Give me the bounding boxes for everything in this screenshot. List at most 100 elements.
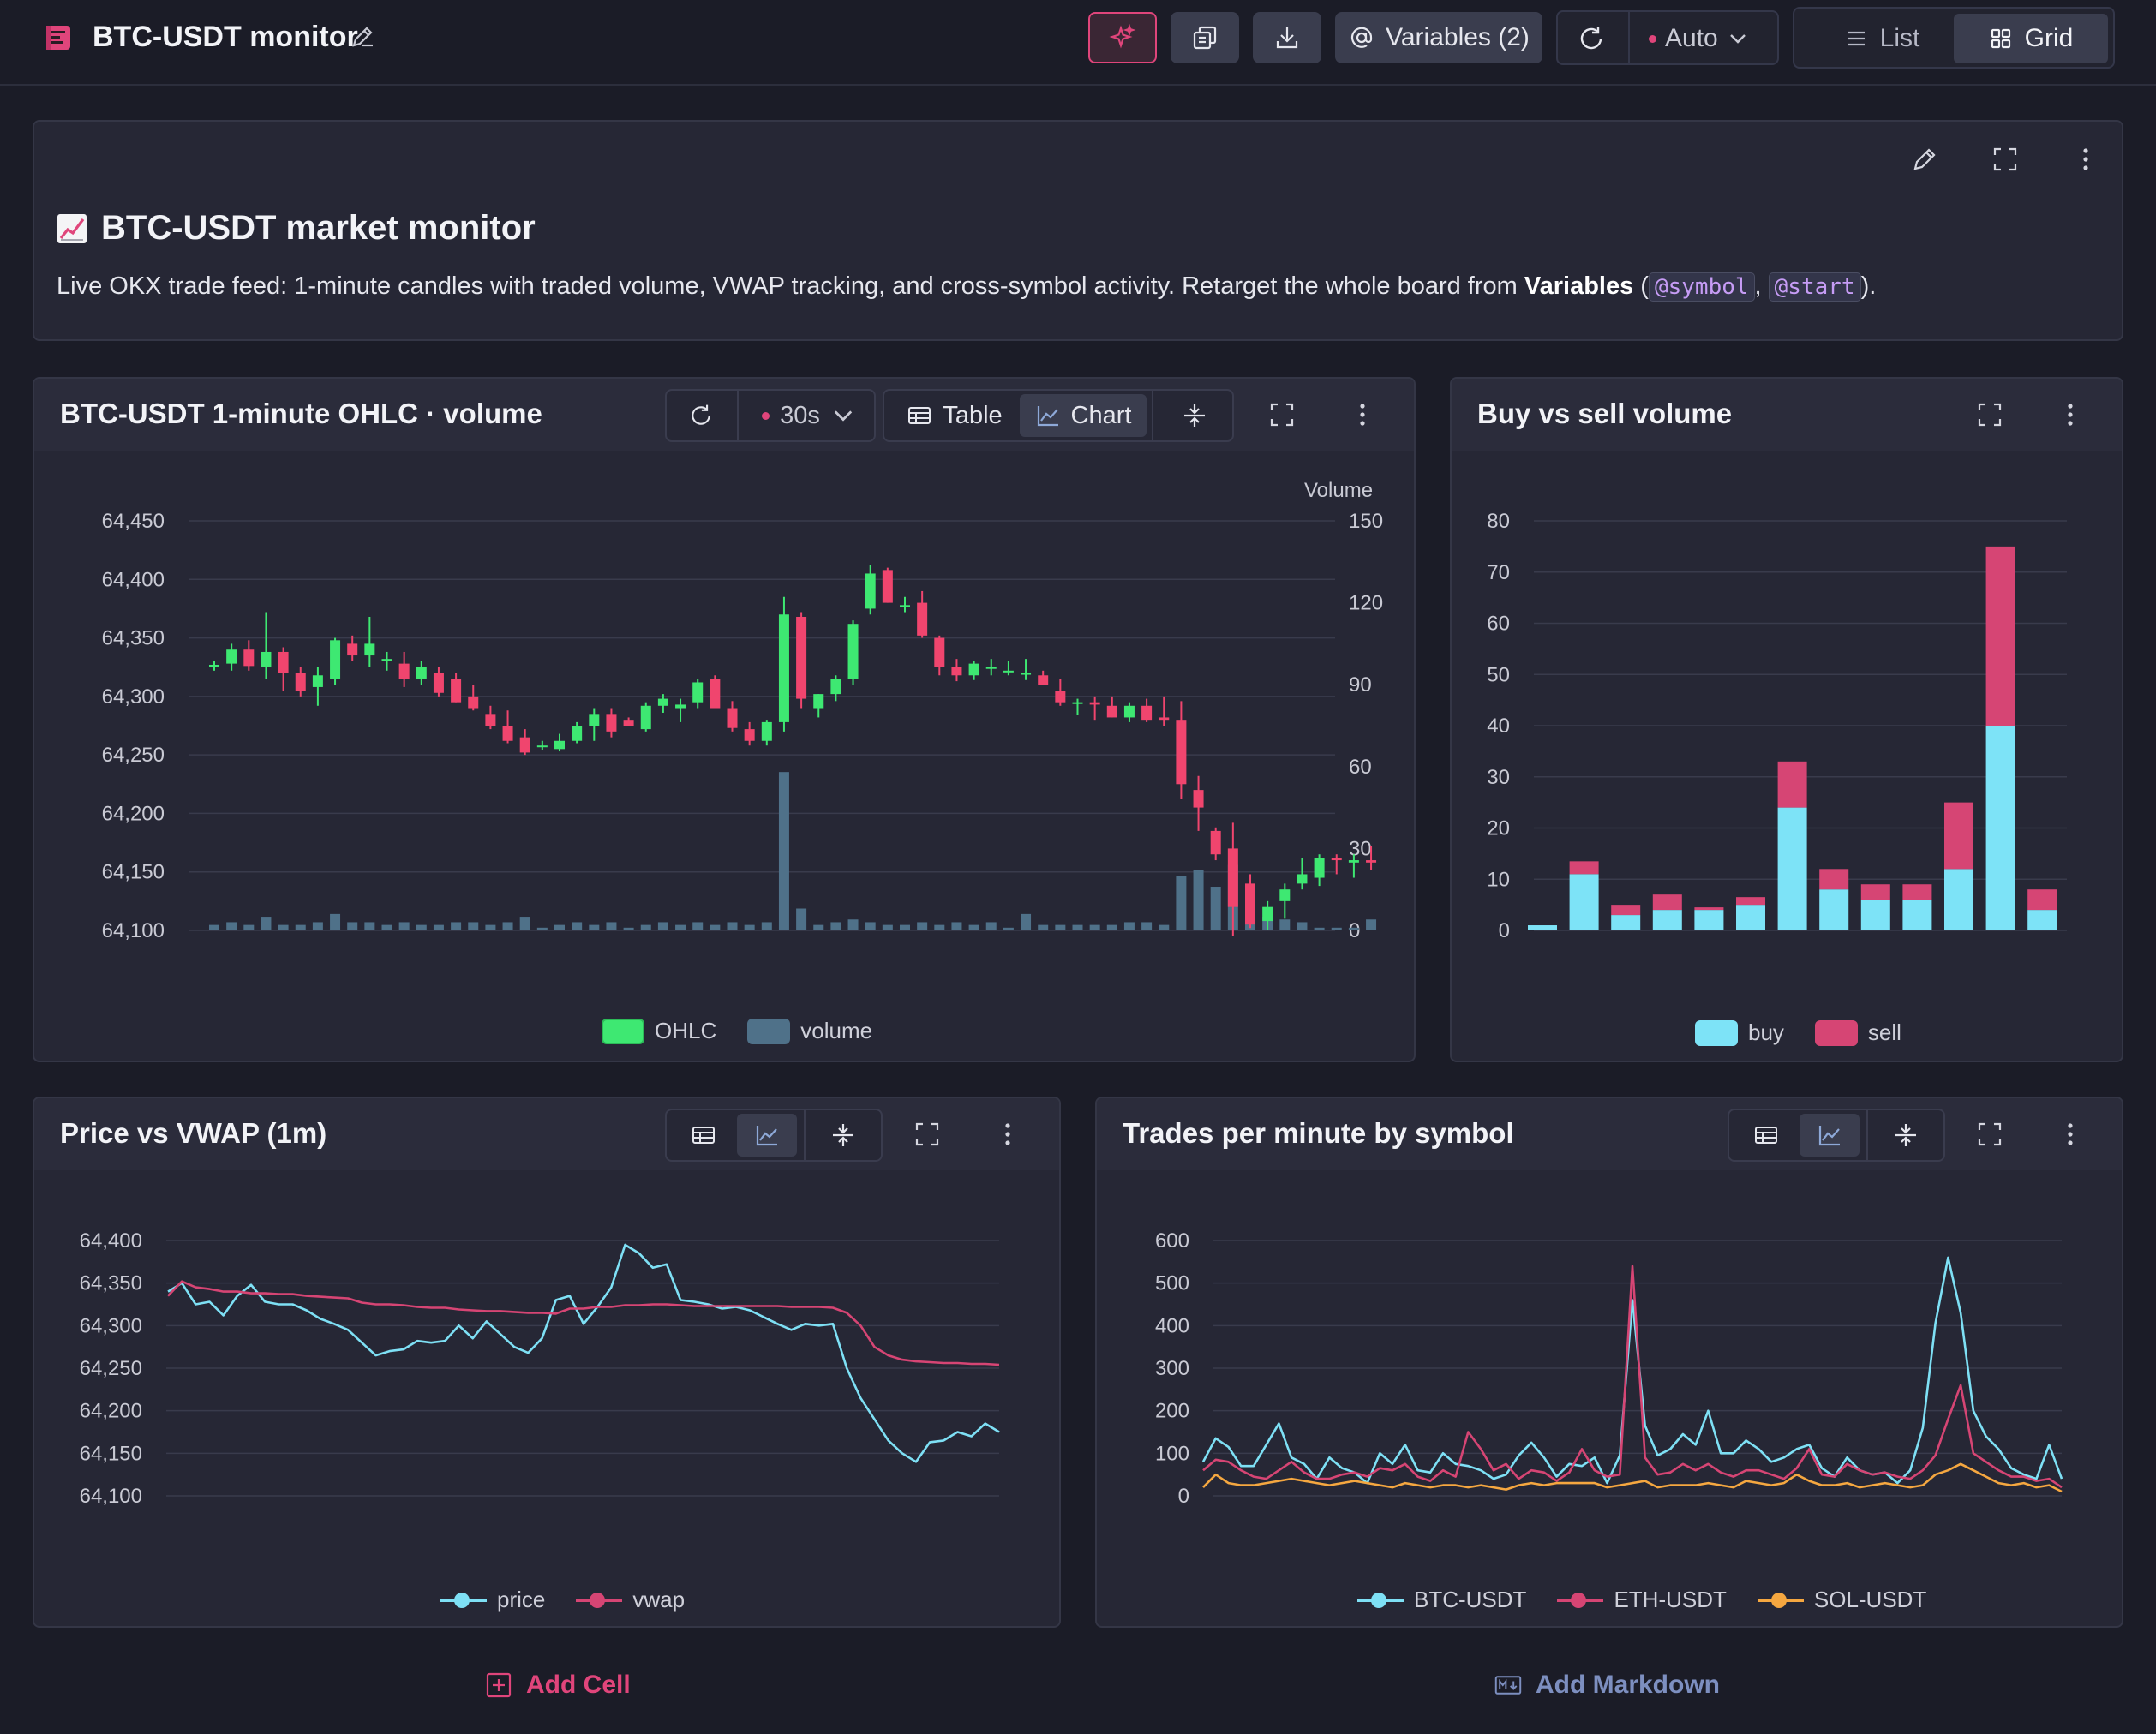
volume-bar [1314, 927, 1325, 930]
legend-item-eth[interactable]: ETH-USDT [1557, 1587, 1727, 1613]
candle-body [1072, 702, 1083, 704]
candle-body [882, 570, 893, 603]
cell-title[interactable]: Trades per minute by symbol [1123, 1117, 1514, 1149]
volume-bar [968, 924, 979, 930]
volume-bar [330, 913, 341, 930]
live-dot [1649, 34, 1656, 43]
cell-menu-button[interactable] [991, 1117, 1025, 1151]
edit-title-icon[interactable] [350, 24, 375, 50]
chevron-down-icon [1729, 34, 1746, 44]
fullscreen-button[interactable] [1973, 1117, 2007, 1151]
cell-menu-button[interactable] [2053, 1117, 2087, 1151]
grid-view-button[interactable]: Grid [1954, 14, 2108, 63]
candle-body [1089, 702, 1100, 705]
auto-refresh-select[interactable]: Auto [1649, 24, 1749, 53]
buy-bar [1694, 910, 1724, 930]
cell-title[interactable]: Price vs VWAP (1m) [60, 1117, 327, 1149]
duplicate-button[interactable] [1171, 12, 1239, 63]
y-tick-label: 100 [1155, 1442, 1189, 1465]
candle-body [1021, 673, 1032, 675]
candle-body [451, 679, 462, 703]
add-cell-button[interactable]: Add Cell [485, 1671, 631, 1700]
chevron-down-icon [834, 410, 853, 422]
refresh-cell-button[interactable] [670, 394, 732, 437]
ohlc-chart[interactable]: 64,100 64,150 64,200 64,250 64,300 64,350 64,4… [34, 451, 1416, 965]
markdown-title: BTC-USDT market monitor [101, 209, 536, 247]
candle-body [1279, 889, 1291, 901]
candle-body [744, 729, 755, 741]
refresh-interval-select[interactable]: 30s [746, 394, 872, 437]
table-view-button[interactable]: Table [891, 394, 1018, 437]
fullscreen-button[interactable] [1988, 142, 2022, 176]
cell-header [1452, 379, 2122, 451]
chart-view-button[interactable] [1800, 1114, 1860, 1157]
volume-bar [364, 922, 375, 930]
legend-item-buy[interactable]: buy [1695, 1019, 1784, 1046]
buy-swatch [1695, 1019, 1738, 1046]
price-swatch [440, 1592, 487, 1609]
divider [804, 1110, 806, 1160]
variables-label: Variables (2) [1386, 23, 1530, 51]
dashboard-title[interactable]: BTC-USDT monitor [93, 21, 358, 53]
volume-bar [900, 924, 910, 930]
variables-button[interactable]: Variables (2) [1335, 12, 1542, 63]
volume-bar [934, 924, 945, 930]
candle-body [1176, 720, 1187, 785]
legend-item-volume[interactable]: volume [747, 1018, 872, 1044]
sol-swatch [1757, 1592, 1804, 1609]
y-tick-label: 64,350 [102, 627, 165, 650]
expand-icon [1993, 147, 2017, 171]
candle-body [589, 714, 600, 726]
add-markdown-button[interactable]: Add Markdown [1494, 1671, 1720, 1700]
cell-header [34, 122, 2122, 195]
y-tick-label: 64,300 [102, 685, 165, 709]
legend-item-ohlc[interactable]: OHLC [602, 1018, 716, 1044]
collapse-button[interactable] [812, 1114, 874, 1157]
chart-view-button[interactable] [737, 1114, 797, 1157]
legend-item-sell[interactable]: sell [1814, 1019, 1901, 1046]
legend-item-price[interactable]: price [440, 1587, 545, 1613]
candle-body [675, 704, 686, 709]
cell-title[interactable]: BTC-USDT 1-minute OHLC · volume [60, 398, 542, 429]
volume-bar [917, 922, 928, 930]
candle-body [1055, 691, 1066, 703]
cell-title[interactable]: Buy vs sell volume [1477, 398, 1733, 429]
buy-sell-chart[interactable]: 0102030405060708022:1022:2022:3022:4022:… [1452, 451, 2123, 965]
fullscreen-button[interactable] [910, 1117, 944, 1151]
price-vwap-chart[interactable]: 64,100 64,150 64,200 64,250 64,300 64,350 64,4… [34, 1170, 1061, 1564]
list-view-button[interactable]: List [1805, 14, 1959, 63]
cell-menu-button[interactable] [2053, 398, 2087, 432]
candle-body [847, 624, 859, 679]
ai-assistant-button[interactable] [1088, 12, 1157, 63]
candle-body [727, 708, 738, 728]
legend-item-vwap[interactable]: vwap [576, 1587, 685, 1613]
candle-body [347, 643, 358, 656]
cell-menu-button[interactable] [1345, 398, 1380, 432]
download-button[interactable] [1253, 12, 1321, 63]
legend-item-sol[interactable]: SOL-USDT [1757, 1587, 1926, 1613]
y-tick-label: 64,200 [80, 1400, 142, 1423]
volume-bar [1331, 927, 1342, 930]
expand-icon [1270, 403, 1294, 427]
trades-chart[interactable]: 010020030040050060022:1022:1522:2022:252… [1097, 1170, 2123, 1564]
sell-bar [1652, 894, 1682, 911]
start-variable: @start [1768, 272, 1861, 302]
collapse-button[interactable] [1875, 1114, 1937, 1157]
legend-item-btc[interactable]: BTC-USDT [1357, 1587, 1526, 1613]
fullscreen-button[interactable] [1973, 398, 2007, 432]
sell-bar [1860, 884, 1890, 900]
chart-view-button[interactable]: Chart [1020, 394, 1147, 437]
y-tick-label: 10 [1487, 868, 1510, 891]
y-tick-label: 30 [1487, 766, 1510, 789]
fullscreen-button[interactable] [1265, 398, 1299, 432]
collapse-button[interactable] [1164, 394, 1225, 437]
y-tick-label: 0 [1178, 1485, 1189, 1508]
edit-cell-button[interactable] [1907, 142, 1942, 176]
refresh-icon[interactable] [1577, 24, 1606, 53]
table-view-button[interactable] [1736, 1114, 1796, 1157]
volume-bar [1297, 922, 1308, 930]
candle-body [1314, 858, 1325, 878]
refresh-icon [692, 404, 710, 425]
table-view-button[interactable] [674, 1114, 734, 1157]
cell-menu-button[interactable] [2069, 142, 2103, 176]
